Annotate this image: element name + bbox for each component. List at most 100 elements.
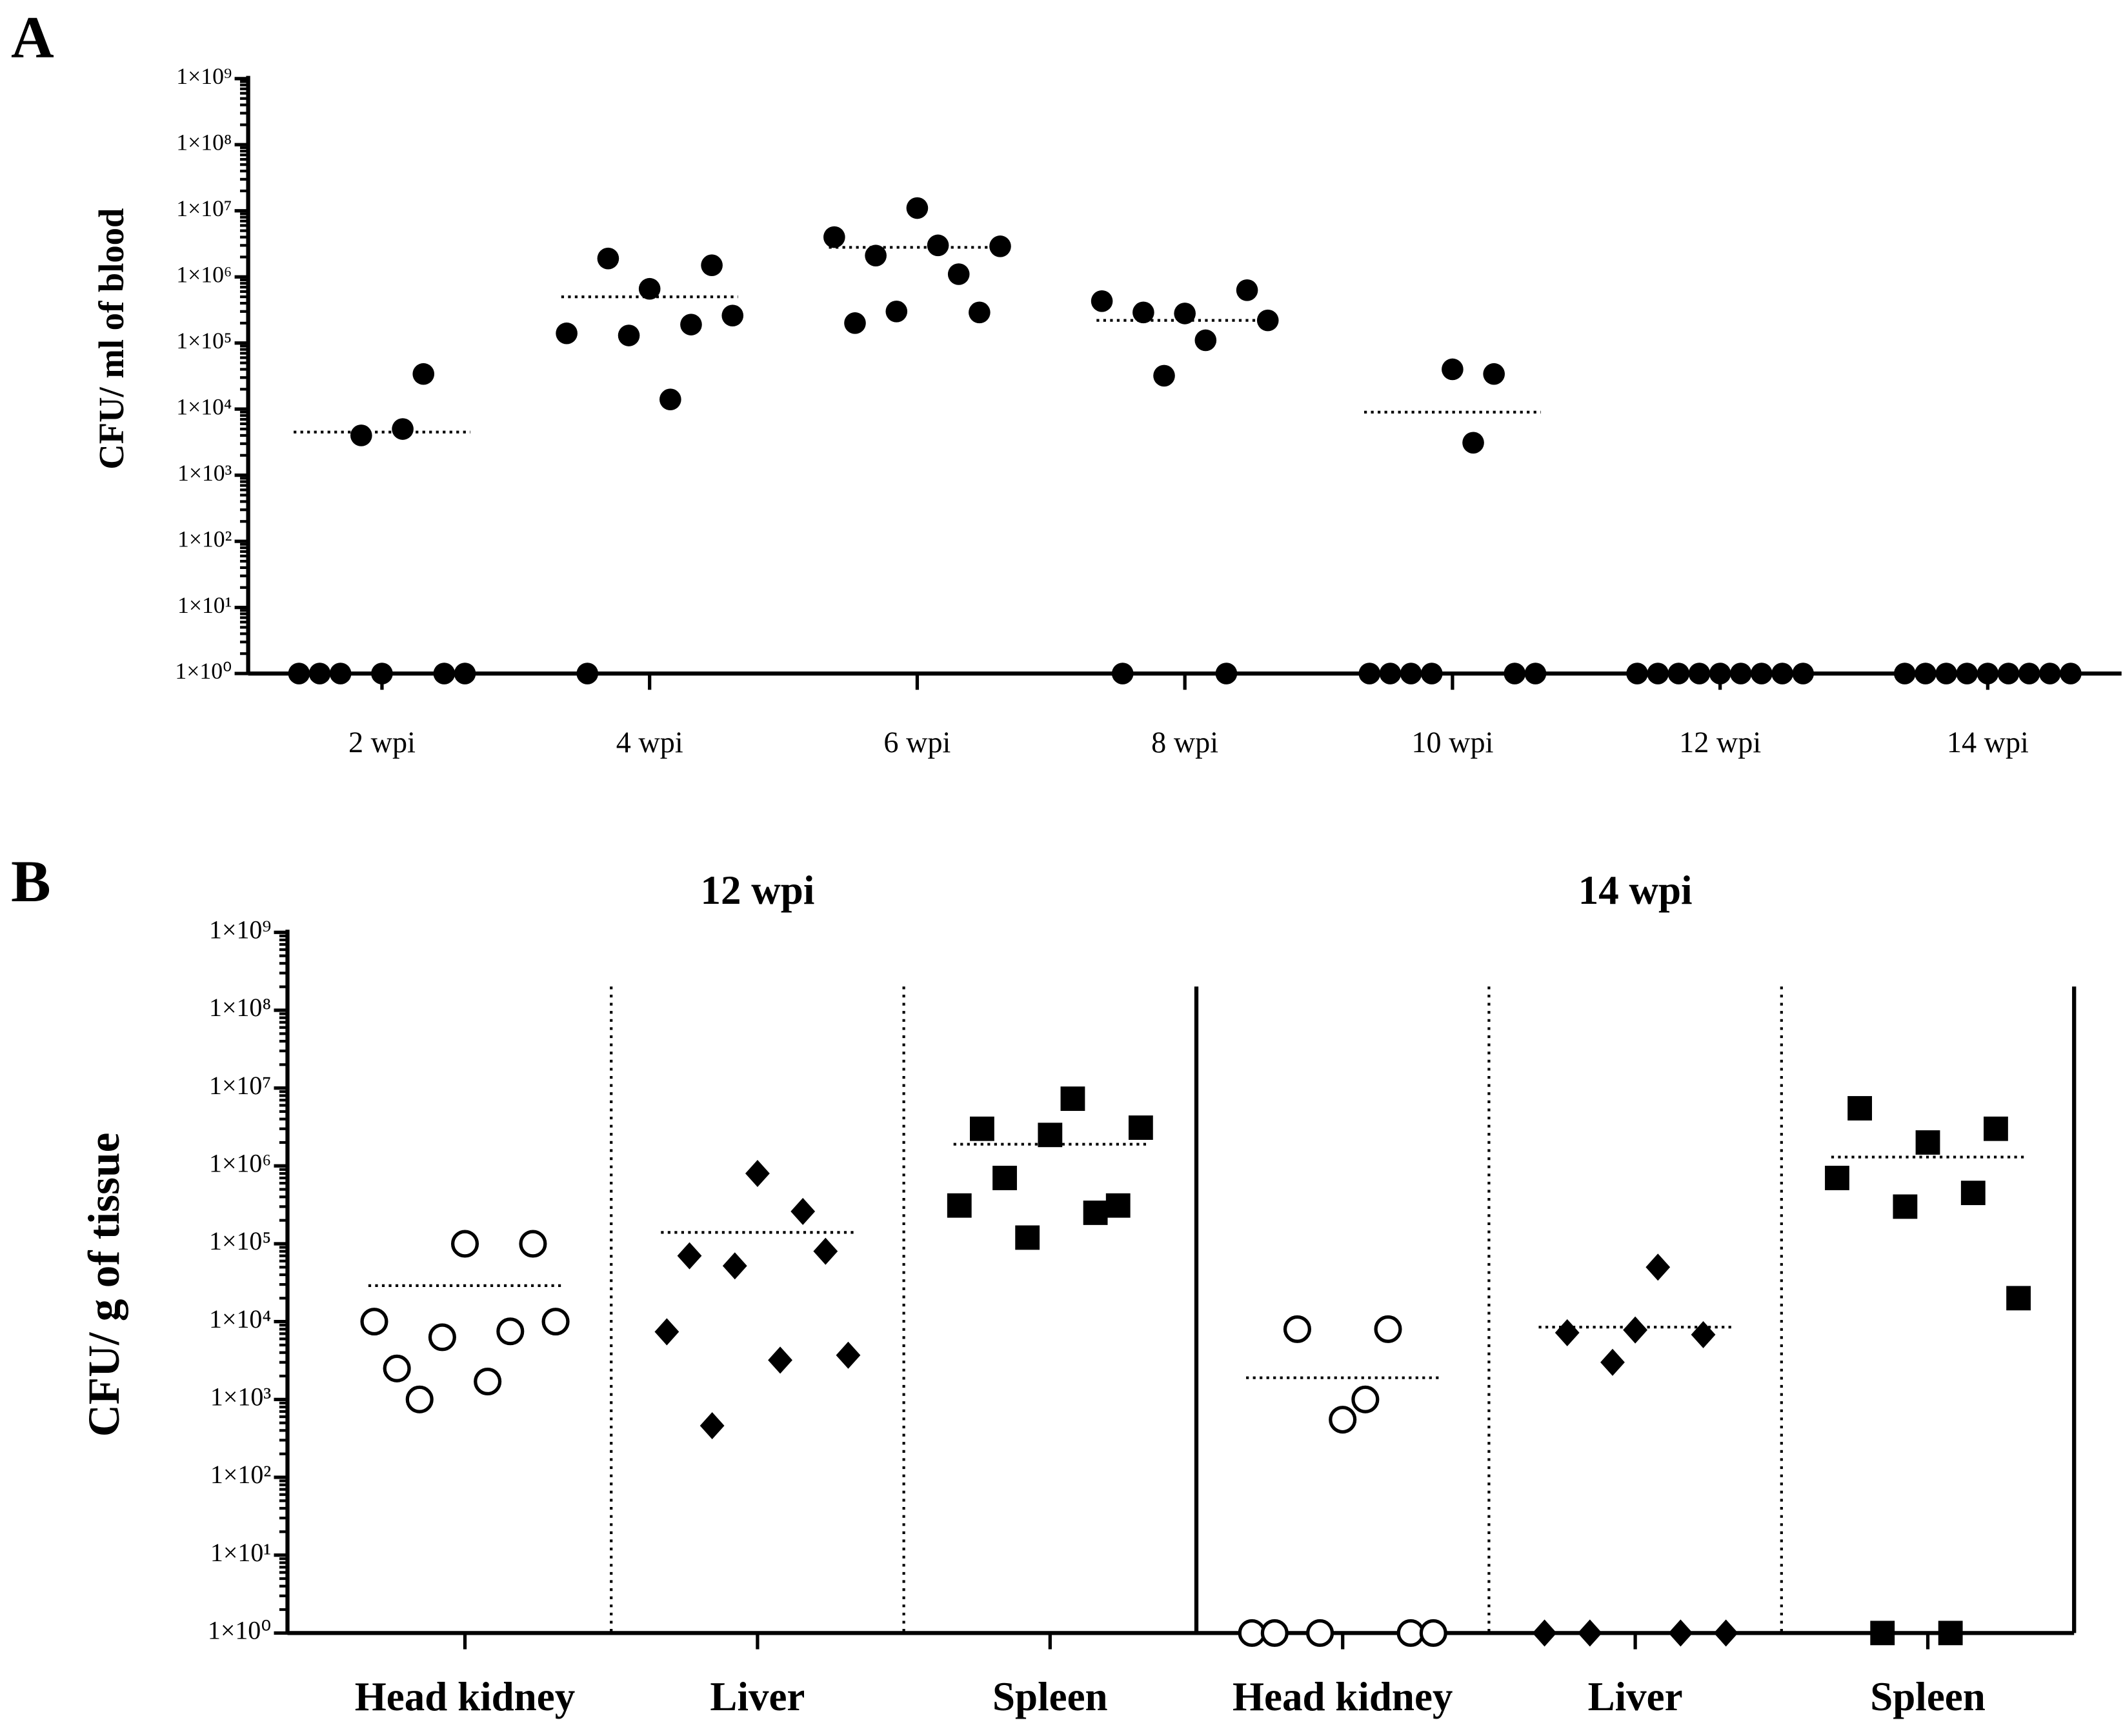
point (699, 1412, 725, 1440)
point (865, 244, 887, 267)
point (1015, 1225, 1040, 1250)
point (433, 663, 456, 684)
point (1379, 663, 1402, 684)
point (1083, 1201, 1108, 1225)
point (556, 322, 578, 344)
point (721, 304, 744, 326)
point (1600, 1348, 1625, 1376)
point (1153, 364, 1175, 387)
point (659, 388, 681, 411)
point (474, 1367, 502, 1396)
point (1623, 1316, 1648, 1344)
group-label: 12 wpi (700, 868, 814, 913)
y-tick-label: 1×10⁶ (209, 1148, 271, 1177)
y-axis-label: CFU/ ml of blood (92, 208, 131, 470)
panel-label: A (11, 4, 54, 70)
panel-label: B (11, 848, 51, 914)
point (906, 197, 929, 219)
point (1956, 663, 1978, 684)
point (288, 663, 310, 684)
point (1894, 663, 1916, 684)
point (823, 226, 845, 248)
x-tick-label: 4 wpi (616, 726, 683, 759)
point (1691, 1321, 1716, 1348)
point (1374, 1315, 1402, 1343)
point (1105, 1193, 1131, 1218)
point (1462, 432, 1484, 454)
point (1256, 309, 1279, 332)
point (1984, 1116, 2008, 1141)
point (1215, 663, 1238, 684)
point (790, 1197, 816, 1225)
y-tick-label: 1×10¹ (210, 1538, 271, 1567)
x-tick-label: Spleen (992, 1674, 1108, 1719)
point (1626, 663, 1648, 684)
point (768, 1346, 792, 1374)
point (1483, 363, 1505, 385)
point (1935, 663, 1957, 684)
point (450, 1230, 479, 1258)
point (654, 1318, 679, 1346)
point (1997, 663, 2020, 684)
point (1283, 1315, 1311, 1343)
y-tick-label: 1×10³ (210, 1382, 271, 1411)
point (1825, 1166, 1849, 1190)
point (1442, 358, 1464, 381)
point (360, 1308, 388, 1336)
point (1396, 1619, 1425, 1647)
point (1238, 1619, 1266, 1647)
point (1420, 663, 1443, 684)
point (1713, 1619, 1738, 1647)
point (1419, 1619, 1447, 1647)
point (813, 1237, 838, 1265)
y-tick-label: 1×10⁵ (176, 328, 232, 354)
point (701, 254, 723, 277)
point (745, 1159, 770, 1188)
point (969, 301, 991, 324)
point (1729, 663, 1752, 684)
point (1709, 663, 1731, 684)
point (1504, 663, 1526, 684)
point (412, 363, 435, 385)
x-tick-label: 14 wpi (1947, 726, 2029, 759)
x-tick-label: 8 wpi (1151, 726, 1218, 759)
point (2060, 663, 2082, 684)
point (1128, 1115, 1153, 1140)
point (844, 312, 866, 334)
y-tick-label: 1×10⁹ (209, 915, 271, 944)
point (1400, 663, 1422, 684)
point (1236, 279, 1258, 301)
y-tick-label: 1×10² (177, 526, 232, 552)
point (1915, 1130, 1940, 1155)
point (1960, 1181, 1986, 1206)
point (1060, 1086, 1085, 1112)
point (680, 314, 702, 335)
y-tick-label: 1×10⁸ (209, 993, 271, 1022)
y-tick-label: 1×10⁶ (176, 261, 232, 287)
y-tick-label: 1×10⁸ (176, 129, 232, 155)
point (1647, 663, 1669, 684)
y-tick-label: 1×10⁹ (176, 63, 232, 89)
point (1358, 663, 1381, 684)
point (1577, 1619, 1602, 1647)
point (1524, 663, 1547, 684)
y-tick-label: 1×10⁷ (176, 195, 232, 221)
point (1351, 1385, 1380, 1413)
point (969, 1116, 994, 1141)
y-tick-label: 1×10⁴ (209, 1304, 271, 1333)
point (1771, 663, 1793, 684)
point (947, 263, 970, 285)
point (885, 301, 908, 323)
point (1532, 1619, 1557, 1647)
point (1174, 303, 1196, 324)
point (308, 663, 331, 684)
point (1893, 1194, 1918, 1219)
point (2006, 1286, 2031, 1311)
point (638, 277, 661, 300)
x-tick-label: Liver (1588, 1674, 1683, 1719)
point (618, 324, 640, 346)
point (1555, 1319, 1580, 1346)
point (1938, 1621, 1963, 1646)
point (597, 247, 619, 270)
